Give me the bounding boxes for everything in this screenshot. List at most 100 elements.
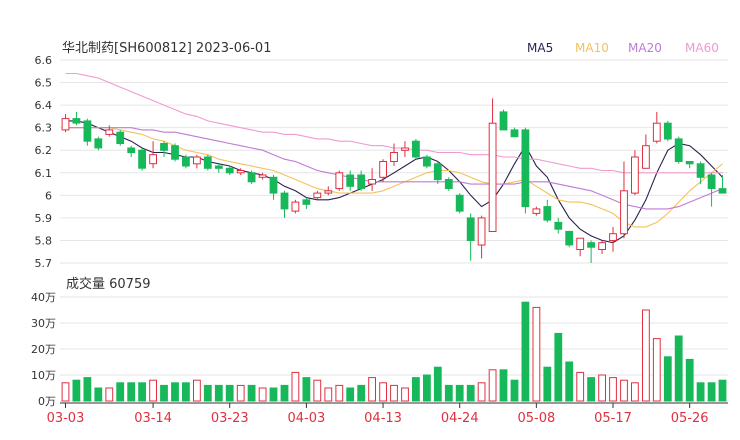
candlestick [423, 154, 431, 169]
candlestick [335, 170, 344, 191]
volume-bar [663, 356, 672, 402]
price-tick-label: 6 [45, 189, 52, 202]
candle-body [674, 138, 683, 162]
date-tick-label: 03-03 [47, 411, 85, 426]
volume-bar [225, 384, 234, 402]
ma20-line [65, 127, 723, 210]
candlestick [247, 170, 256, 185]
volume-bar [280, 384, 289, 402]
volume-bar [171, 382, 179, 402]
candle-body [444, 179, 453, 189]
candlestick [313, 190, 322, 200]
candle-body [390, 152, 398, 162]
legend-ma10: MA10 [575, 41, 609, 55]
volume-bar [335, 384, 344, 402]
volume-bar [401, 387, 409, 402]
candlesticks [61, 98, 727, 263]
volume-bar [116, 382, 125, 402]
candlestick [214, 163, 223, 173]
candle-body [302, 199, 311, 205]
volume-tick-label: 0万 [38, 395, 56, 408]
candlestick [182, 154, 190, 169]
candle-body [685, 161, 694, 165]
candlestick [236, 168, 245, 176]
volume-bar [379, 382, 388, 402]
candle-body [247, 172, 256, 183]
candle-body [587, 242, 596, 248]
candle-body [488, 122, 497, 232]
date-tick-label: 03-14 [134, 411, 172, 426]
candlestick [160, 141, 168, 157]
date-tick-label: 05-08 [517, 411, 555, 426]
date-axis-ticks: 03-03 03-14 03-23 04-03 04-13 04-24 05-08 05-17… [47, 403, 709, 426]
legend-ma5: MA5 [527, 41, 553, 55]
volume-bar [127, 382, 136, 402]
volume-bar [368, 377, 377, 402]
candle-body [280, 192, 289, 210]
candlestick [652, 111, 661, 144]
date-tick-label: 03-23 [211, 411, 249, 426]
candle-body [718, 188, 727, 194]
volume-tick-label: 40万 [31, 291, 56, 304]
candlestick [598, 240, 607, 254]
candlestick [707, 172, 716, 207]
candle-body [565, 230, 574, 246]
candle-body [379, 161, 388, 178]
candle-body [138, 149, 146, 169]
candle-body [335, 172, 344, 190]
candlestick [674, 136, 683, 164]
candle-body [105, 129, 114, 135]
candlestick [401, 141, 409, 157]
volume-tick-label: 20万 [31, 343, 56, 356]
candle-body [61, 118, 70, 131]
candlestick [587, 240, 596, 263]
volume-bar [543, 366, 552, 402]
candle-body [368, 179, 377, 185]
candle-body [214, 165, 223, 169]
volume-bar [433, 366, 442, 402]
candlestick [510, 127, 519, 138]
date-tick-label: 04-13 [364, 411, 402, 426]
candlestick [412, 138, 420, 160]
volume-bar [620, 379, 628, 402]
volume-bar [203, 384, 212, 402]
candle-body [423, 156, 431, 167]
volume-bar [160, 384, 168, 402]
volume-axis-ticks: 40万 30万 20万 10万 0万 [31, 291, 56, 408]
candlestick [127, 145, 136, 157]
candlestick [521, 127, 530, 214]
candlestick [433, 161, 442, 185]
candlestick [357, 170, 366, 191]
date-tick-label: 04-03 [288, 411, 326, 426]
candlestick [269, 175, 278, 200]
candle-body [576, 237, 585, 250]
candle-body [412, 140, 420, 158]
volume-bar [83, 377, 92, 402]
volume-bar [302, 377, 311, 402]
candle-body [477, 217, 486, 246]
candle-body [543, 206, 552, 221]
volume-bar [455, 384, 464, 402]
candlestick [94, 136, 103, 151]
candle-body [696, 163, 705, 178]
price-tick-label: 5.9 [35, 212, 53, 225]
volume-bar [718, 379, 727, 402]
price-tick-label: 6.3 [35, 122, 53, 135]
candle-body [182, 156, 190, 167]
volume-bar [696, 382, 705, 402]
candle-body [346, 174, 355, 187]
candle-body [149, 154, 157, 165]
candlestick [663, 120, 672, 142]
candle-body [652, 122, 661, 142]
candlestick [225, 166, 234, 176]
volume-bar [532, 306, 541, 402]
volume-bar [182, 382, 190, 402]
candlestick [543, 199, 552, 223]
price-tick-label: 6.5 [35, 77, 53, 90]
volume-bar [423, 374, 431, 402]
candle-body [72, 118, 81, 124]
candle-body [609, 233, 617, 241]
volume-bar [193, 379, 201, 402]
candle-body [554, 221, 563, 230]
candlestick [280, 190, 289, 218]
